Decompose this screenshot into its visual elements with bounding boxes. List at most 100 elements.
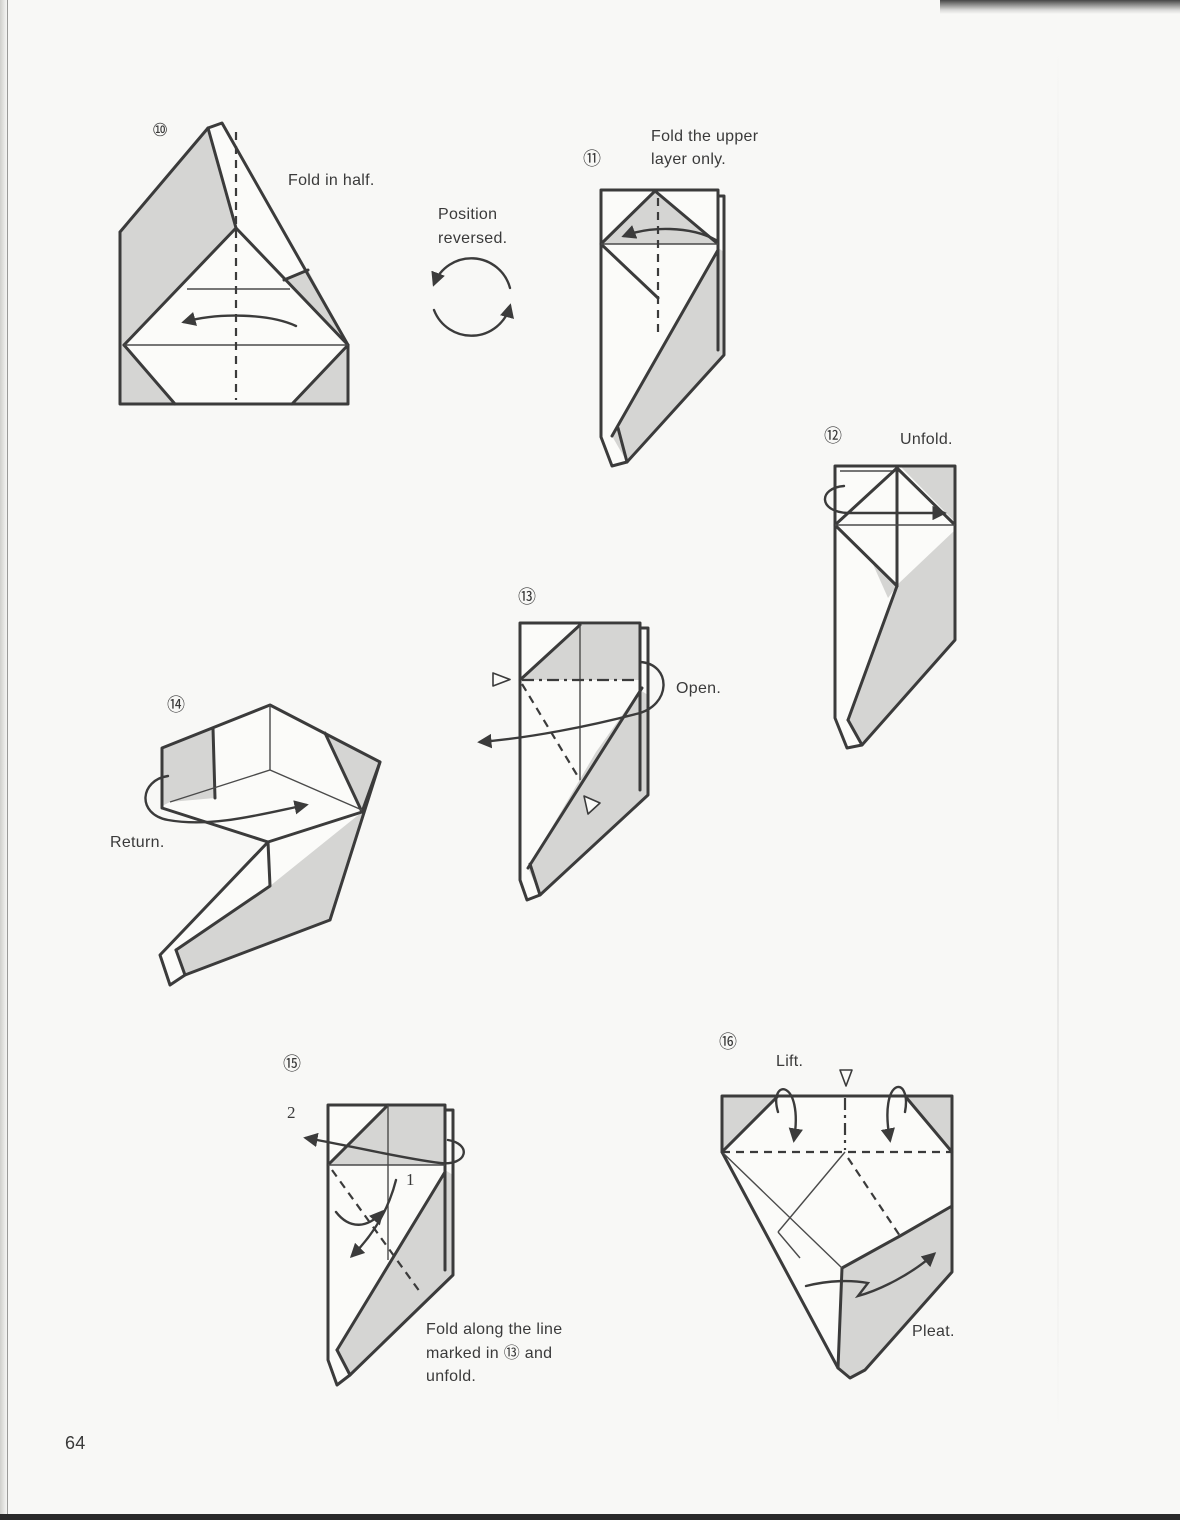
step-14-tip-crease [174,948,187,977]
step-16-lift-arrow-right [880,1085,908,1143]
step-14-box-right-edge [323,731,364,814]
step-15-instruction-line: unfold. [426,1368,477,1385]
step-12-strip-edge [846,584,899,722]
step-15-instruction-line: Fold along the line [426,1321,563,1338]
step-16-inner-flap-line [777,1151,846,1233]
step-16-lift-label: Lift. [776,1053,804,1070]
step-11-diagram [599,188,726,468]
step-10-flap-edge [206,126,238,230]
rotate-arrow-upper [431,257,512,290]
step-14-diagram [144,703,382,987]
step-11-instruction-line: layer only. [651,151,727,168]
step-12-small-shade [872,562,897,598]
step-16-corner-right-edge [903,1094,954,1154]
step-16-lift-arrow-left [775,1088,803,1143]
step-13-diagram [477,621,665,902]
step-10-fold-arrow [181,311,298,328]
step-12-strip-shade [848,530,955,745]
step-14-box-left-shade [162,728,215,806]
step-12-number: ⑫ [824,426,842,447]
step-11-outline [599,188,726,468]
step-14-body-outline [158,760,382,987]
step-13-open-arrow [477,660,665,749]
step-11-instruction: Fold the upper layer only. [651,125,758,171]
step-13-number: ⑬ [518,587,536,608]
step-15-strip-edge [335,1170,447,1352]
step-15-upper-shade [328,1105,445,1165]
step-14-instruction: Return. [110,834,165,851]
page-number: 64 [65,1433,86,1453]
step-16-body-shade [838,1206,952,1378]
step-14-return-arrow [144,774,309,824]
step-13-strip-shade [528,690,648,895]
step-11-strip-edge [610,248,720,438]
step-13-open-here-icon [492,672,511,687]
position-reversed-line: reversed. [438,230,508,247]
step-16-inner-flap-line-short [777,1231,801,1259]
step-10-diamond-lower-left [122,343,177,406]
step-15-top-diagonal [326,1103,390,1167]
step-16-strip-edge [840,1204,954,1270]
step-10-flap-bottom [282,268,310,282]
step-13-open-here-icon-lower [583,795,601,815]
step-15-outline [326,1103,455,1387]
step-12-instruction: Unfold. [900,431,953,448]
step-11-strip-shade [612,248,724,462]
step-14-box-left-edge [211,726,217,800]
step-15-instruction: Fold along the line marked in ⑬ and unfo… [426,1318,562,1389]
step-14-body-strip-edge [174,840,272,952]
page-binding-line [7,0,8,1520]
step-10-left-panel [120,128,236,345]
step-12-unfold-arrow [823,484,947,521]
step-16-number: ⑯ [719,1032,737,1053]
step-14-body-shade [176,762,380,975]
rotate-arrow-lower [432,303,514,337]
position-reversed-line: Position [438,206,498,223]
step-14-box-paper [162,705,380,842]
step-13-tip-crease [528,862,542,897]
step-16-corner-left-edge [720,1094,780,1154]
step-12-tip-crease [846,718,864,747]
step-16-diagram [720,1069,954,1380]
step-10-diagram [118,121,350,406]
step-15-valley-fold-diagonal [331,1169,421,1293]
position-reversed-label: Position reversed. [438,203,507,251]
step-15-fold-arrow-1-return [334,1209,384,1226]
step-13-outline [518,621,650,902]
step-10-diamond-top [122,226,350,347]
step-11-upper-diagonals [599,189,720,246]
step-16-inner-diagonal [721,1151,843,1269]
step-11-lower-diagonal [599,242,660,300]
step-16-valley-fold-diagonal [847,1157,901,1237]
position-reversed-symbol [431,257,514,337]
step-14-box-right-shade [325,733,380,812]
step-12-diagram [823,464,957,750]
step-16-pleat-label: Pleat. [912,1323,955,1340]
step-13-instruction: Open. [676,680,722,697]
page-bottom-edge [0,1514,1180,1520]
step-15-fold-arrow-2 [303,1132,465,1165]
step-10-instruction: Fold in half. [288,172,375,189]
step-10-diamond-lower-right [290,343,350,406]
step-11-number: ⑪ [583,149,601,170]
step-11-fold-arrow [621,225,718,242]
step-15-instruction-line: marked in ⑬ and [426,1344,553,1362]
step-15-order-label-first: 1 [406,1170,415,1189]
step-16-pleat-arrow [804,1252,937,1299]
step-16-outline [720,1094,954,1380]
step-15-diagram [303,1103,465,1387]
step-11-tip-crease [616,426,629,464]
step-15-strip-shade [337,1170,453,1375]
step-16-center-crease [836,1266,844,1370]
step-15-number: ⑮ [283,1054,301,1075]
scan-shadow-top [940,0,1180,14]
step-13-top-diagonal [518,623,582,682]
scan-artifact [1057,40,1059,1440]
step-11-paper [601,190,724,466]
step-15-order-label-second: 2 [287,1103,296,1122]
step-10-number: ⑩ [152,120,169,141]
step-14-number: ⑭ [167,695,185,716]
step-16-push-here-icon [839,1069,853,1087]
